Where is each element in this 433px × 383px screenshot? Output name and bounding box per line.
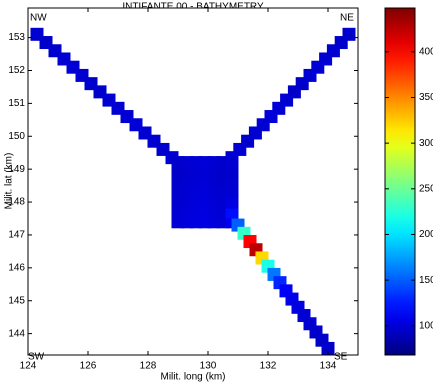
y-tick-label: 148 (8, 197, 25, 208)
x-tick-label: 130 (200, 361, 217, 372)
y-tick-label: 147 (8, 230, 25, 241)
depth-cell (225, 195, 239, 209)
y-tick-label: 153 (8, 32, 25, 43)
colorbar-tick-label: 350 (419, 92, 433, 103)
colorbar-tick-label: 100 (419, 320, 433, 331)
chart-title: INTIFANTE 00 - BATHYMETRY (122, 2, 264, 13)
x-tick-label: 124 (20, 361, 37, 372)
depth-cell (225, 165, 239, 179)
x-tick-label: 132 (260, 361, 277, 372)
colorbar-tick-label: 200 (419, 229, 433, 240)
corner-label: SW (28, 352, 45, 363)
depth-cell (225, 205, 239, 219)
x-axis-label: Milit. long (km) (160, 372, 225, 383)
depth-cell (225, 156, 239, 170)
y-axis-label: Milit. lat (km) (4, 153, 15, 210)
corner-label: SE (334, 352, 348, 363)
y-tick-label: 144 (8, 328, 25, 339)
marks (30, 27, 356, 355)
x-tick-label: 126 (80, 361, 97, 372)
colorbar-tick-label: 250 (419, 183, 433, 194)
plot-frame (27, 7, 359, 356)
depth-cell (321, 341, 335, 355)
y-tick-label: 145 (8, 295, 25, 306)
y-tick-label: 149 (8, 164, 25, 175)
depth-cell (225, 185, 239, 199)
corner-label: NE (340, 13, 354, 24)
colorbar-tick-label: 400 (419, 46, 433, 57)
x-tick-label: 134 (320, 361, 337, 372)
colorbar (384, 7, 416, 356)
corner-label: NW (30, 13, 47, 24)
y-tick-label: 150 (8, 131, 25, 142)
x-tick-label: 128 (140, 361, 157, 372)
y-tick-label: 152 (8, 65, 25, 76)
colorbar-tick-label: 150 (419, 275, 433, 286)
y-tick-label: 151 (8, 98, 25, 109)
colorbar-tick-label: 300 (419, 138, 433, 149)
depth-cell (225, 175, 239, 189)
y-tick-label: 146 (8, 262, 25, 273)
